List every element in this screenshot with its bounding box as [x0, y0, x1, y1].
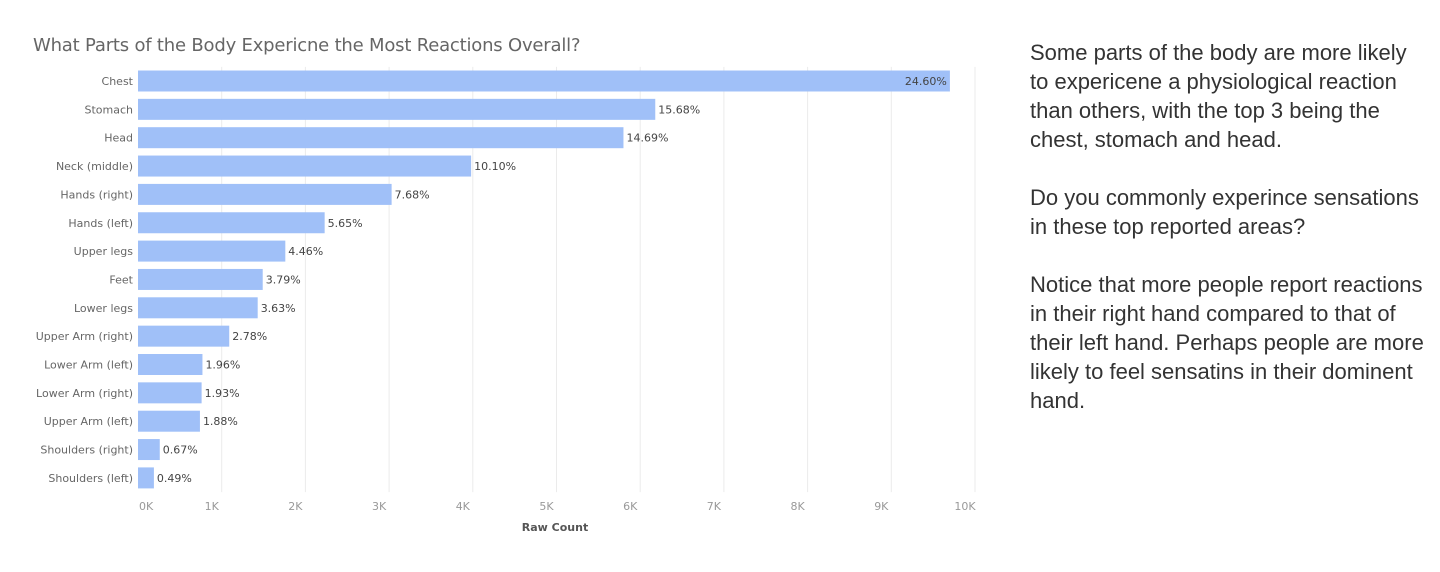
value-label: 3.79% [266, 273, 301, 286]
category-label: Hands (left) [68, 217, 133, 230]
chart-title: What Parts of the Body Expericne the Mos… [33, 35, 581, 56]
x-tick-label: 2K [288, 500, 303, 513]
value-label: 3.63% [261, 302, 296, 315]
x-tick-label: 10K [954, 500, 976, 513]
value-label: 7.68% [395, 188, 430, 201]
category-label: Neck (middle) [56, 160, 133, 173]
value-label: 15.68% [658, 103, 700, 116]
commentary-paragraph-2: Do you commonly experince sensations in … [1030, 185, 1419, 239]
value-label: 1.96% [205, 359, 240, 372]
bar[interactable] [138, 410, 200, 432]
bar[interactable] [138, 325, 230, 347]
category-label: Feet [109, 273, 133, 286]
x-axis-title: Raw Count [522, 521, 588, 534]
bar[interactable] [138, 439, 160, 461]
category-labels: Chest Stomach Head Neck (middle) Hands (righ… [36, 75, 134, 485]
x-tick-label: 6K [623, 500, 638, 513]
x-tick-label: 1K [205, 500, 220, 513]
bar[interactable] [138, 98, 656, 120]
x-tick-label: 4K [456, 500, 471, 513]
bar[interactable] [138, 183, 392, 205]
category-label: Shoulders (right) [40, 444, 133, 457]
x-tick-label: 7K [707, 500, 722, 513]
x-axis-ticks: 0K 1K 2K 3K 4K 5K 6K 7K 8K 9K 10K [139, 500, 976, 513]
category-label: Lower legs [74, 302, 133, 315]
bar[interactable] [138, 268, 263, 290]
bar[interactable] [138, 155, 472, 177]
value-label: 0.49% [157, 472, 192, 485]
category-label: Stomach [84, 103, 133, 116]
category-label: Lower Arm (right) [36, 387, 133, 400]
value-label: 1.93% [205, 387, 240, 400]
value-label: 0.67% [163, 444, 198, 457]
bar[interactable] [138, 70, 950, 92]
category-label: Head [104, 132, 133, 145]
x-tick-label: 9K [874, 500, 889, 513]
bar[interactable] [138, 354, 203, 375]
bar[interactable] [138, 382, 202, 404]
x-tick-label: 8K [790, 500, 805, 513]
category-label: Upper Arm (left) [44, 415, 133, 428]
value-label: 4.46% [288, 245, 323, 258]
category-label: Chest [102, 75, 134, 88]
x-tick-label: 0K [139, 500, 154, 513]
commentary-panel: Some parts of the body are more likely t… [1030, 38, 1430, 444]
x-tick-label: 5K [539, 500, 554, 513]
bar[interactable] [138, 212, 325, 234]
value-label: 2.78% [232, 330, 267, 343]
bar[interactable] [138, 297, 258, 319]
value-label: 10.10% [474, 160, 516, 173]
category-label: Hands (right) [60, 188, 133, 201]
category-label: Upper Arm (right) [36, 330, 133, 343]
value-label: 24.60% [905, 75, 947, 88]
category-label: Shoulders (left) [48, 472, 133, 485]
bar[interactable] [138, 127, 624, 149]
value-label: 1.88% [203, 415, 238, 428]
bar-chart: Chest Stomach Head Neck (middle) Hands (righ… [36, 66, 976, 534]
value-label: 14.69% [626, 132, 668, 145]
bar[interactable] [138, 240, 286, 262]
commentary-paragraph-1: Some parts of the body are more likely t… [1030, 40, 1407, 152]
category-label: Lower Arm (left) [44, 359, 133, 372]
x-tick-label: 3K [372, 500, 387, 513]
category-label: Upper legs [74, 245, 134, 258]
bars [138, 70, 950, 489]
value-label: 5.65% [328, 217, 363, 230]
commentary-paragraph-3: Notice that more people report reactions… [1030, 272, 1424, 413]
value-labels: 24.60% 15.68% 14.69% 10.10% 7.68% 5.65% 4.46% 3… [157, 75, 947, 485]
bar[interactable] [138, 467, 154, 489]
